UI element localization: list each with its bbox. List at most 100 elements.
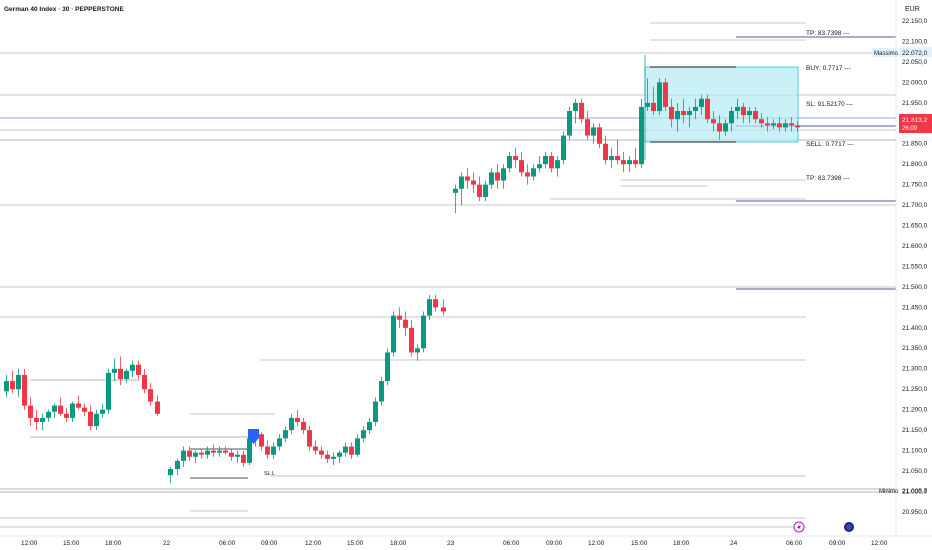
candle-body <box>717 123 722 132</box>
price-tick-label: 21.550,0 <box>902 263 928 270</box>
candle-body <box>795 125 800 128</box>
time-tick-label: 06:00 <box>503 540 520 547</box>
candle-body <box>82 407 87 412</box>
candle-body <box>313 446 318 451</box>
price-tick-label: 20.950,0 <box>902 509 928 516</box>
candle-body <box>217 450 222 453</box>
price-tick-label: 22.150,0 <box>902 18 928 25</box>
time-tick-label: 09:00 <box>546 540 563 547</box>
candle-body <box>525 172 530 177</box>
sl-label: SL: 91.52170 --- <box>806 101 853 108</box>
time-tick-label: 15:00 <box>631 540 648 547</box>
candle-body <box>155 401 160 414</box>
candle-body <box>112 368 117 373</box>
entry-marker-icon[interactable] <box>248 429 259 444</box>
candle-body <box>379 381 384 402</box>
candle-body <box>168 469 173 476</box>
candle-body <box>106 372 111 410</box>
moon-icon[interactable] <box>844 522 854 532</box>
candle-body <box>331 456 336 459</box>
time-tick-label: 24 <box>730 540 738 547</box>
candle-body <box>645 102 650 107</box>
price-tick-label: 21.500,0 <box>902 284 928 291</box>
price-tick-label: 21.700,0 <box>902 202 928 209</box>
candle-body <box>22 374 27 406</box>
time-scale[interactable]: 12:00 15:00 18:00 22 06:00 09:00 12:00 15:00 18:… <box>0 535 932 547</box>
candle-body <box>130 364 135 371</box>
candle-body <box>501 168 506 181</box>
buy-label: BUY: 0.7717 --- <box>806 65 851 72</box>
range-boxes <box>30 379 250 479</box>
candle-body <box>397 315 402 320</box>
candle-body <box>453 188 458 193</box>
candle-body <box>459 176 464 189</box>
candle-body <box>361 430 366 439</box>
time-tick-label: 18:00 <box>390 540 407 547</box>
candle-body <box>142 374 147 390</box>
candle-body <box>367 421 372 431</box>
candle-body <box>265 446 270 455</box>
candle-body <box>765 123 770 126</box>
candle-body <box>753 111 758 120</box>
currency-label: EUR <box>905 6 920 13</box>
candle-body <box>409 327 414 353</box>
candle-body <box>723 123 728 132</box>
candle-body <box>639 106 644 165</box>
candle-body <box>277 438 282 447</box>
time-tick-label: 06:00 <box>786 540 803 547</box>
chart-title: German 40 Index · 30 · PEPPERSTONE <box>4 6 124 13</box>
candle-body <box>10 381 15 390</box>
tp-top-label: TP: 83.7398 --- <box>806 30 850 37</box>
candle-body <box>543 156 548 165</box>
candle-body <box>573 102 578 112</box>
candle-body <box>693 106 698 112</box>
time-tick-label: 15:00 <box>347 540 364 547</box>
candle-body <box>76 403 81 408</box>
price-tick-label: 22.000,0 <box>902 79 928 86</box>
time-tick-label: 18:00 <box>673 540 690 547</box>
candle-body <box>561 135 566 161</box>
price-tick-label: 21.000,0 <box>902 488 928 495</box>
candle-body <box>633 160 638 165</box>
candle-body <box>391 315 396 353</box>
price-scale[interactable]: EUR 22.150,0 22.100,0 22.050,0 22.000,0 21.9… <box>872 0 932 536</box>
candle-body <box>627 160 632 165</box>
candle-body <box>663 82 668 107</box>
lightning-icon[interactable] <box>793 521 805 533</box>
price-tick-label: 21.750,0 <box>902 182 928 189</box>
candle-body <box>441 307 446 312</box>
price-tick-label: 21.300,0 <box>902 366 928 373</box>
time-tick-label: 12:00 <box>871 540 888 547</box>
candle-body <box>549 156 554 169</box>
time-tick-label: 06:00 <box>219 540 236 547</box>
candle-body <box>783 123 788 128</box>
time-tick-label: 18:00 <box>105 540 122 547</box>
candle-body <box>343 446 348 453</box>
candle-body <box>711 119 716 124</box>
price-tick-label: 21.600,0 <box>902 243 928 250</box>
price-tick-label: 21.400,0 <box>902 325 928 332</box>
candle-body <box>136 364 141 375</box>
candle-body <box>591 127 596 136</box>
low-marker-label: Minimo <box>879 489 899 495</box>
candle-body <box>687 111 692 116</box>
time-tick-label: 15:00 <box>63 540 80 547</box>
candle-body <box>187 450 192 457</box>
price-tick-label: 21.800,0 <box>902 161 928 168</box>
candle-body <box>465 176 470 181</box>
candle-body <box>295 417 300 422</box>
candle-body <box>52 405 57 412</box>
candle-body <box>34 417 39 422</box>
candle-body <box>175 460 180 470</box>
candle-body <box>118 368 123 380</box>
candle-body <box>64 413 69 418</box>
last-price-countdown: 26:09 <box>902 126 918 132</box>
candle-body <box>385 352 390 382</box>
candle-body <box>415 348 420 353</box>
price-tick-label: 21.950,0 <box>902 100 928 107</box>
candle-body <box>621 160 626 165</box>
candle-body <box>28 405 33 418</box>
candle-body <box>705 98 710 120</box>
last-price-value: 21.813,2 <box>902 117 928 124</box>
